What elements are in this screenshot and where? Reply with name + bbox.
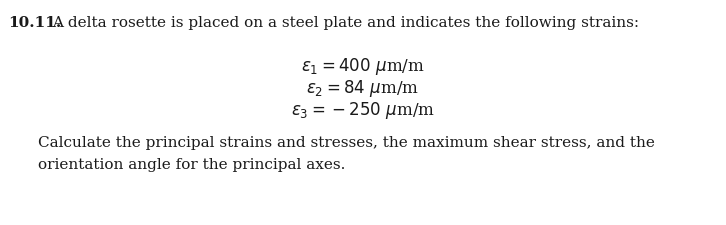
- Text: 10.11.: 10.11.: [8, 16, 61, 30]
- Text: $\epsilon_2 = 84\ \mu$m/m: $\epsilon_2 = 84\ \mu$m/m: [306, 78, 420, 99]
- Text: A delta rosette is placed on a steel plate and indicates the following strains:: A delta rosette is placed on a steel pla…: [52, 16, 639, 30]
- Text: Calculate the principal strains and stresses, the maximum shear stress, and the: Calculate the principal strains and stre…: [38, 135, 655, 149]
- Text: $\epsilon_1 = 400\ \mu$m/m: $\epsilon_1 = 400\ \mu$m/m: [301, 56, 425, 77]
- Text: $\epsilon_3 = -250\ \mu$m/m: $\epsilon_3 = -250\ \mu$m/m: [291, 99, 435, 120]
- Text: orientation angle for the principal axes.: orientation angle for the principal axes…: [38, 157, 346, 171]
